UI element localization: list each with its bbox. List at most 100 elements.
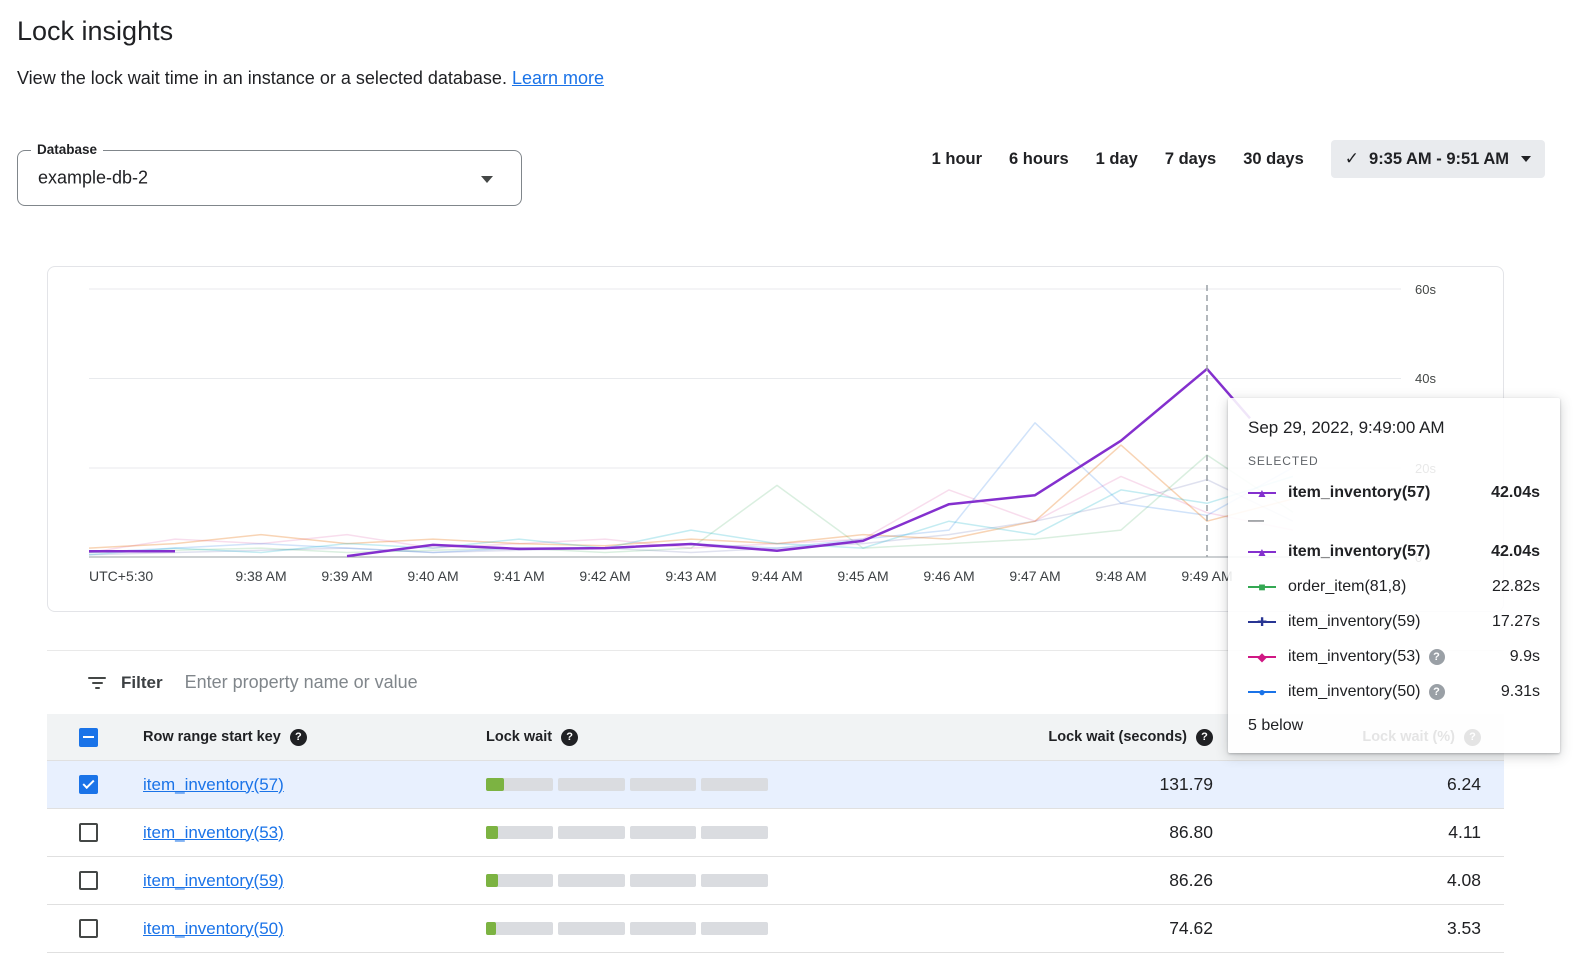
series-marker-triangle-icon: ▲ <box>1248 486 1276 500</box>
svg-text:9:47 AM: 9:47 AM <box>1009 568 1060 584</box>
tooltip-series-value: 42.04s <box>1491 484 1540 501</box>
lock-wait-bar-fill <box>486 778 504 791</box>
filter-label: Filter <box>121 672 163 692</box>
tooltip-series-value: 22.82s <box>1491 577 1540 595</box>
time-range-custom-label: 9:35 AM - 9:51 AM <box>1369 149 1509 168</box>
series-marker-triangle-icon: ▲ <box>1248 545 1276 559</box>
help-icon[interactable]: ? <box>1196 728 1213 746</box>
row-checkbox-unchecked[interactable] <box>79 823 98 842</box>
col-header-row-range-start-key: Row range start key <box>143 729 281 745</box>
table-row[interactable]: item_inventory(57) 131.79 6.24 <box>47 761 1504 809</box>
table-row[interactable]: item_inventory(50) 74.62 3.53 <box>47 905 1504 953</box>
lock-wait-seconds-value: 86.26 <box>1169 870 1213 890</box>
svg-text:9:48 AM: 9:48 AM <box>1095 568 1146 584</box>
lock-wait-percent-value: 3.53 <box>1446 918 1481 938</box>
tooltip-series-name: item_inventory(57) <box>1288 484 1431 501</box>
lock-wait-seconds-value: 74.62 <box>1169 918 1213 938</box>
lock-wait-percent-value: 4.11 <box>1448 822 1481 842</box>
lock-wait-bar <box>486 826 768 839</box>
help-icon[interactable]: ? <box>289 728 307 746</box>
page-subtitle: View the lock wait time in an instance o… <box>17 68 604 89</box>
row-checkbox-unchecked[interactable] <box>79 871 98 890</box>
tooltip-row: ■ order_item(81,8) 22.82s <box>1248 569 1540 604</box>
svg-text:9:46 AM: 9:46 AM <box>923 568 974 584</box>
table-row[interactable]: item_inventory(53) 86.80 4.11 <box>47 809 1504 857</box>
lock-wait-bar <box>486 778 768 791</box>
svg-text:9:39 AM: 9:39 AM <box>321 568 372 584</box>
svg-text:9:43 AM: 9:43 AM <box>665 568 716 584</box>
help-icon[interactable]: ? <box>1428 648 1445 665</box>
time-range-6-hours[interactable]: 6 hours <box>1009 149 1069 168</box>
x-axis-ticks: 9:38 AM 9:39 AM 9:40 AM 9:41 AM 9:42 AM 9:43 … <box>235 568 1232 584</box>
svg-text:9:42 AM: 9:42 AM <box>579 568 630 584</box>
chevron-down-icon <box>481 176 493 183</box>
tooltip-row: ✚ item_inventory(59) 17.27s <box>1248 604 1540 639</box>
tooltip-row: ▲ item_inventory(57) 42.04s <box>1248 534 1540 569</box>
time-range-30-days[interactable]: 30 days <box>1243 149 1304 168</box>
time-range-1-hour[interactable]: 1 hour <box>931 149 983 168</box>
filter-icon <box>88 676 106 689</box>
row-key-link[interactable]: item_inventory(57) <box>143 774 284 794</box>
dropdown-arrow-icon <box>1521 156 1531 162</box>
tooltip-selected-row: ▲ item_inventory(57) 42.04s <box>1248 478 1540 508</box>
svg-text:9:45 AM: 9:45 AM <box>837 568 888 584</box>
series-marker-square-icon: ■ <box>1248 580 1276 594</box>
filter-input[interactable] <box>182 671 1504 694</box>
help-icon[interactable]: ? <box>1428 683 1445 700</box>
col-header-lock-wait-seconds: Lock wait (seconds) <box>1048 729 1187 745</box>
svg-text:9:40 AM: 9:40 AM <box>407 568 458 584</box>
tooltip-selected-heading: SELECTED <box>1248 454 1319 468</box>
svg-text:9:49 AM: 9:49 AM <box>1181 568 1232 584</box>
tooltip-divider: — <box>1248 512 1264 529</box>
learn-more-link[interactable]: Learn more <box>511 68 605 88</box>
col-header-lock-wait: Lock wait <box>486 729 553 745</box>
time-range-7-days[interactable]: 7 days <box>1164 149 1217 168</box>
lock-wait-table: Filter Row range start key ? Lock wait ?… <box>47 650 1504 953</box>
lock-wait-seconds-value: 131.79 <box>1159 774 1213 794</box>
lock-wait-bar-fill <box>486 922 496 935</box>
lock-wait-chart[interactable]: 9:38 AM 9:39 AM 9:40 AM 9:41 AM 9:42 AM 9:43 … <box>48 267 1503 611</box>
time-range-custom-selected[interactable]: ✓ 9:35 AM - 9:51 AM <box>1330 140 1545 178</box>
chart-gridlines <box>89 288 1401 558</box>
check-icon: ✓ <box>1344 149 1360 168</box>
time-range-1-day[interactable]: 1 day <box>1095 149 1138 168</box>
svg-text:9:41 AM: 9:41 AM <box>493 568 544 584</box>
series-marker-plus-icon: ✚ <box>1248 615 1276 629</box>
help-icon[interactable]: ? <box>561 728 579 746</box>
row-key-link[interactable]: item_inventory(50) <box>143 918 284 938</box>
tooltip-timestamp: Sep 29, 2022, 9:49:00 AM <box>1248 418 1445 437</box>
page-title: Lock insights <box>17 16 174 46</box>
tooltip-series-name: item_inventory(59) <box>1288 612 1421 630</box>
row-key-link[interactable]: item_inventory(53) <box>143 822 284 842</box>
series-marker-circle-icon: ● <box>1248 685 1276 699</box>
tooltip-row: ● item_inventory(50) ? 9.31s <box>1248 674 1540 709</box>
lock-wait-bar <box>486 874 768 887</box>
tooltip-row: ◆ item_inventory(53) ? 9.9s <box>1248 639 1540 674</box>
lock-wait-percent-value: 4.08 <box>1446 870 1481 890</box>
row-checkbox-checked[interactable] <box>79 775 98 794</box>
y-tick-40s: 40s <box>1415 371 1436 386</box>
series-marker-diamond-icon: ◆ <box>1248 650 1276 664</box>
tooltip-series-name: item_inventory(57) <box>1288 542 1431 560</box>
tooltip-series-name: item_inventory(53) <box>1288 647 1421 665</box>
time-range-selector: 1 hour 6 hours 1 day 7 days 30 days ✓ 9:… <box>932 140 1545 178</box>
row-checkbox-unchecked[interactable] <box>79 919 98 938</box>
database-select[interactable]: Database example-db-2 <box>17 142 522 206</box>
lock-wait-bar <box>486 922 768 935</box>
lock-wait-bar-fill <box>486 874 498 887</box>
chart-tooltip: Sep 29, 2022, 9:49:00 AM SELECTED ▲ item… <box>1228 398 1560 753</box>
filter-bar: Filter <box>47 650 1504 714</box>
select-all-checkbox[interactable] <box>79 727 98 747</box>
tooltip-footer: 5 below <box>1248 717 1304 734</box>
y-tick-60s: 60s <box>1415 282 1436 297</box>
tooltip-series-name: item_inventory(50) <box>1288 682 1421 700</box>
tooltip-series-value: 9.31s <box>1500 682 1540 700</box>
lock-wait-seconds-value: 86.80 <box>1169 822 1213 842</box>
database-select-label: Database <box>31 142 104 157</box>
subtitle-text: View the lock wait time in an instance o… <box>17 68 507 88</box>
tooltip-series-value: 9.9s <box>1509 647 1540 665</box>
row-key-link[interactable]: item_inventory(59) <box>143 870 284 890</box>
tooltip-series-value: 17.27s <box>1491 612 1540 630</box>
table-row[interactable]: item_inventory(59) 86.26 4.08 <box>47 857 1504 905</box>
